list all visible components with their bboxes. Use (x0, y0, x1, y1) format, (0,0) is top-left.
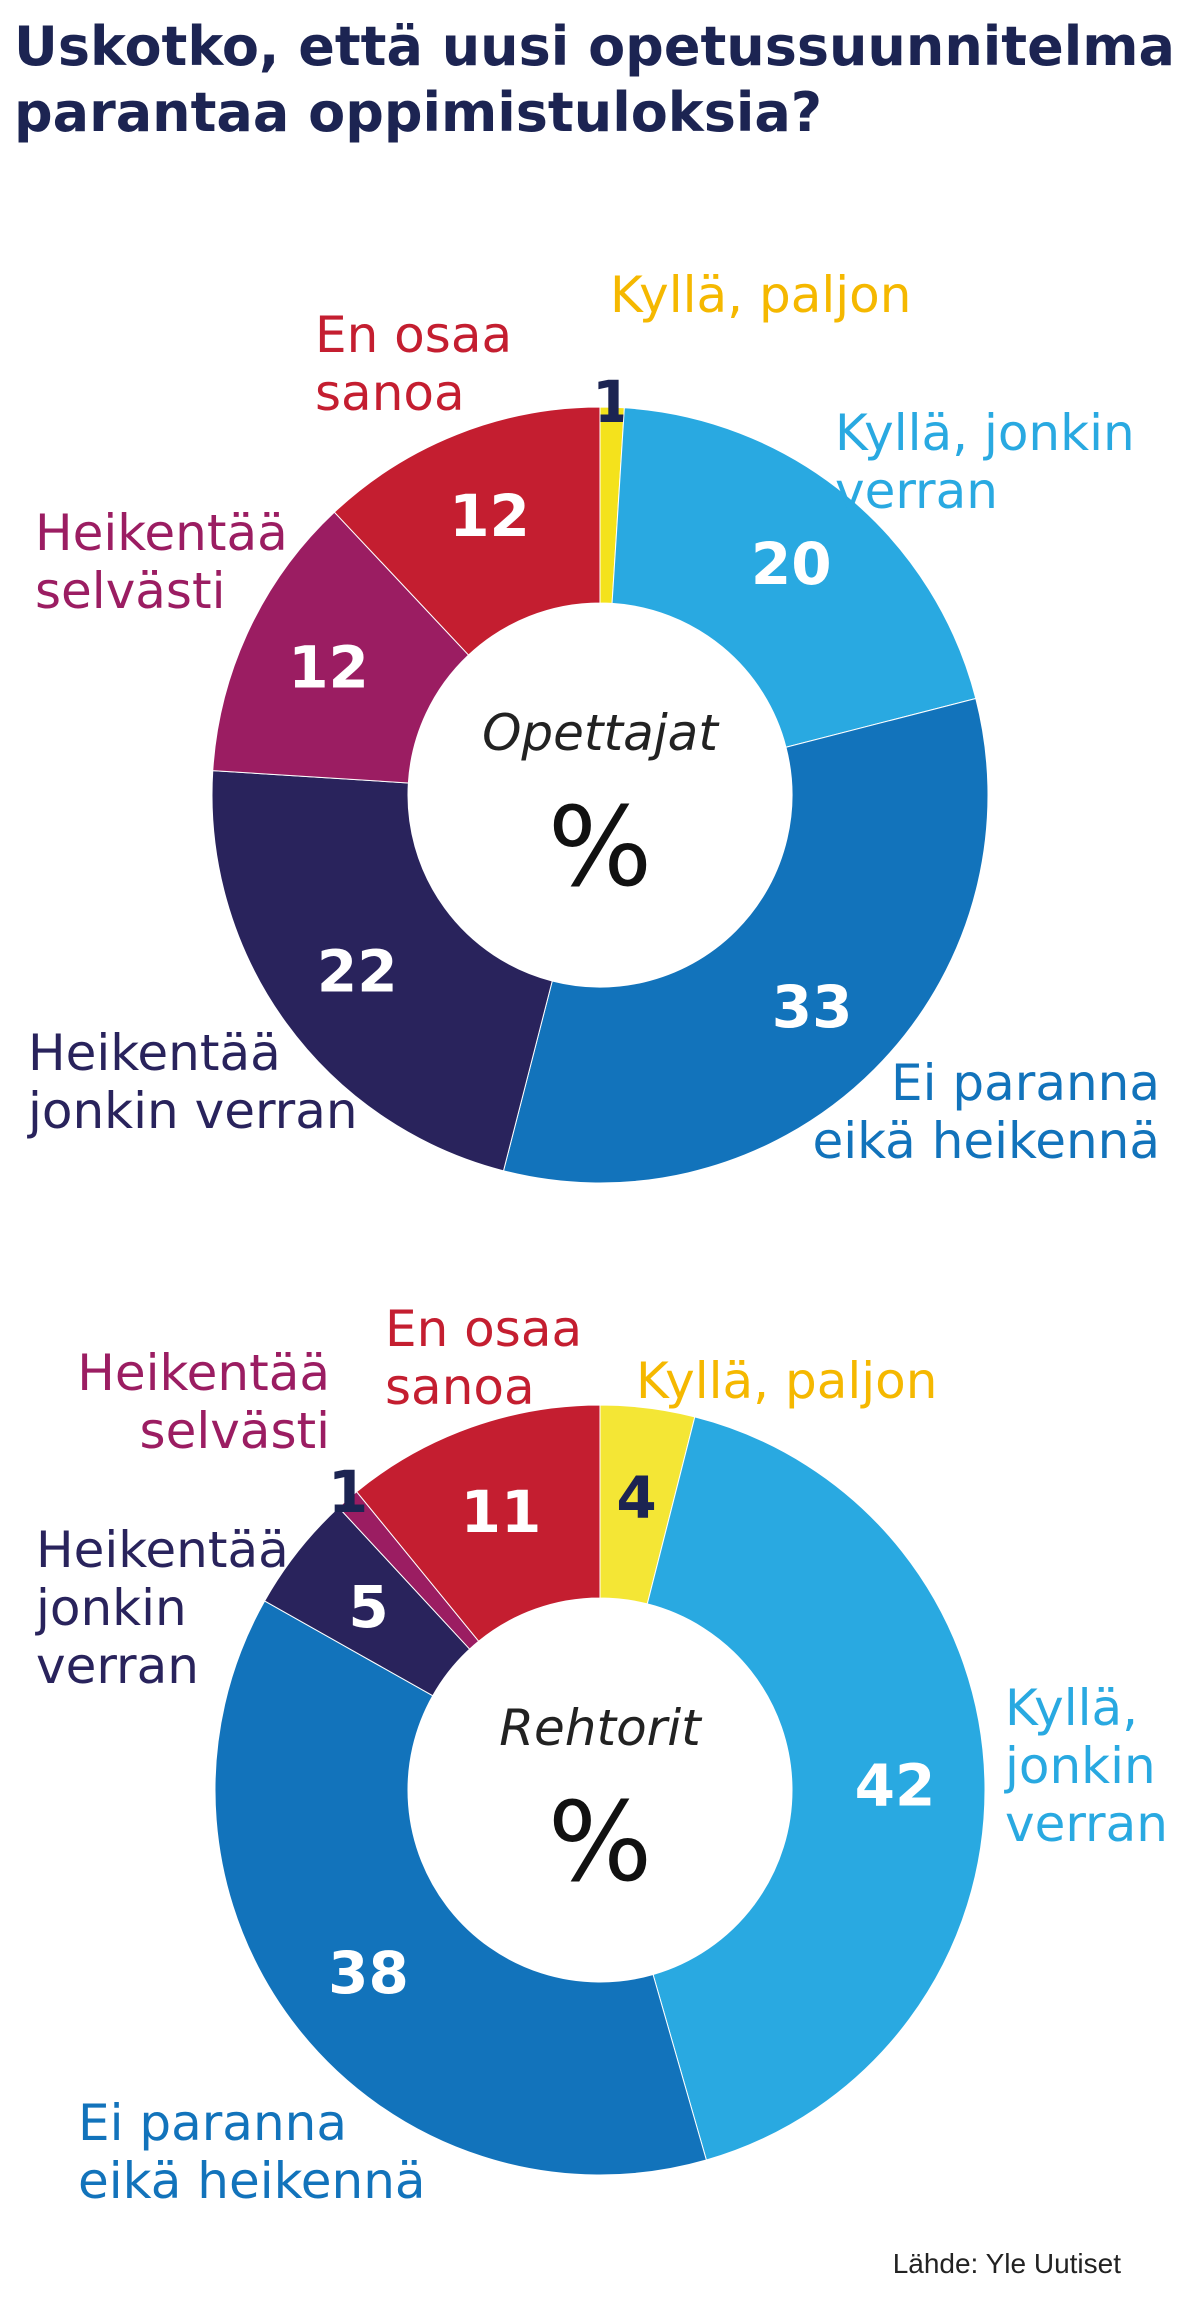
slice-2 (611, 407, 977, 748)
chart-title-line-1: Uskotko, että uusi opetussuunnitelma (14, 15, 1175, 78)
slice-5 (212, 511, 470, 784)
category-label-1: Kyllä, paljon (610, 266, 911, 324)
category-label-5: Heikentää selvästi (35, 504, 288, 620)
chart-title: Uskotko, että uusi opetussuunnitelma par… (14, 14, 1184, 146)
category-label-3: Ei paranna eikä heikennä (78, 2094, 426, 2210)
center-title: Rehtorit (499, 1699, 703, 1757)
slice-4 (211, 770, 553, 1172)
category-label-4: Heikentää jonkin verran (27, 1024, 358, 1140)
category-label-2: Kyllä, jonkin verran (835, 404, 1135, 520)
slice-6 (333, 406, 601, 656)
slice-2 (646, 1416, 986, 2161)
category-label-6: En osaa sanoa (315, 306, 512, 422)
value-label-2: 20 (751, 530, 832, 598)
value-label-3: 38 (328, 1939, 409, 2007)
chart-title-line-2: parantaa oppimistuloksia? (14, 81, 823, 144)
value-label-4: 22 (317, 937, 398, 1005)
donut-chart-rehtorit: 4 Kyllä, paljon 42 Kyllä, jonkin verran 38 Ei p… (35, 1300, 1168, 2210)
value-label-2: 42 (855, 1751, 936, 1819)
category-label-4: Heikentää jonkin verran (35, 1521, 289, 1695)
center-unit: % (548, 1778, 653, 1906)
value-label-3: 33 (772, 973, 853, 1041)
value-label-6: 11 (461, 1478, 542, 1546)
value-label-5: 12 (288, 633, 369, 701)
center-title: Opettajat (482, 704, 720, 762)
category-label-6: En osaa sanoa (385, 1300, 582, 1416)
center-unit: % (548, 783, 653, 911)
category-label-5: Heikentää selvästi (77, 1344, 330, 1460)
category-label-1: Kyllä, paljon (636, 1352, 937, 1410)
slice-6 (355, 1404, 601, 1642)
value-label-1: 4 (616, 1463, 656, 1531)
category-label-3: Ei paranna eikä heikennä (812, 1054, 1160, 1170)
source-note: Lähde: Yle Uutiset (892, 2248, 1121, 2279)
slice-3 (502, 697, 989, 1184)
value-label-4: 5 (348, 1573, 388, 1641)
category-label-2: Kyllä, jonkin verran (1004, 1679, 1168, 1853)
value-label-6: 12 (449, 482, 530, 550)
slice-3 (214, 1600, 707, 2176)
